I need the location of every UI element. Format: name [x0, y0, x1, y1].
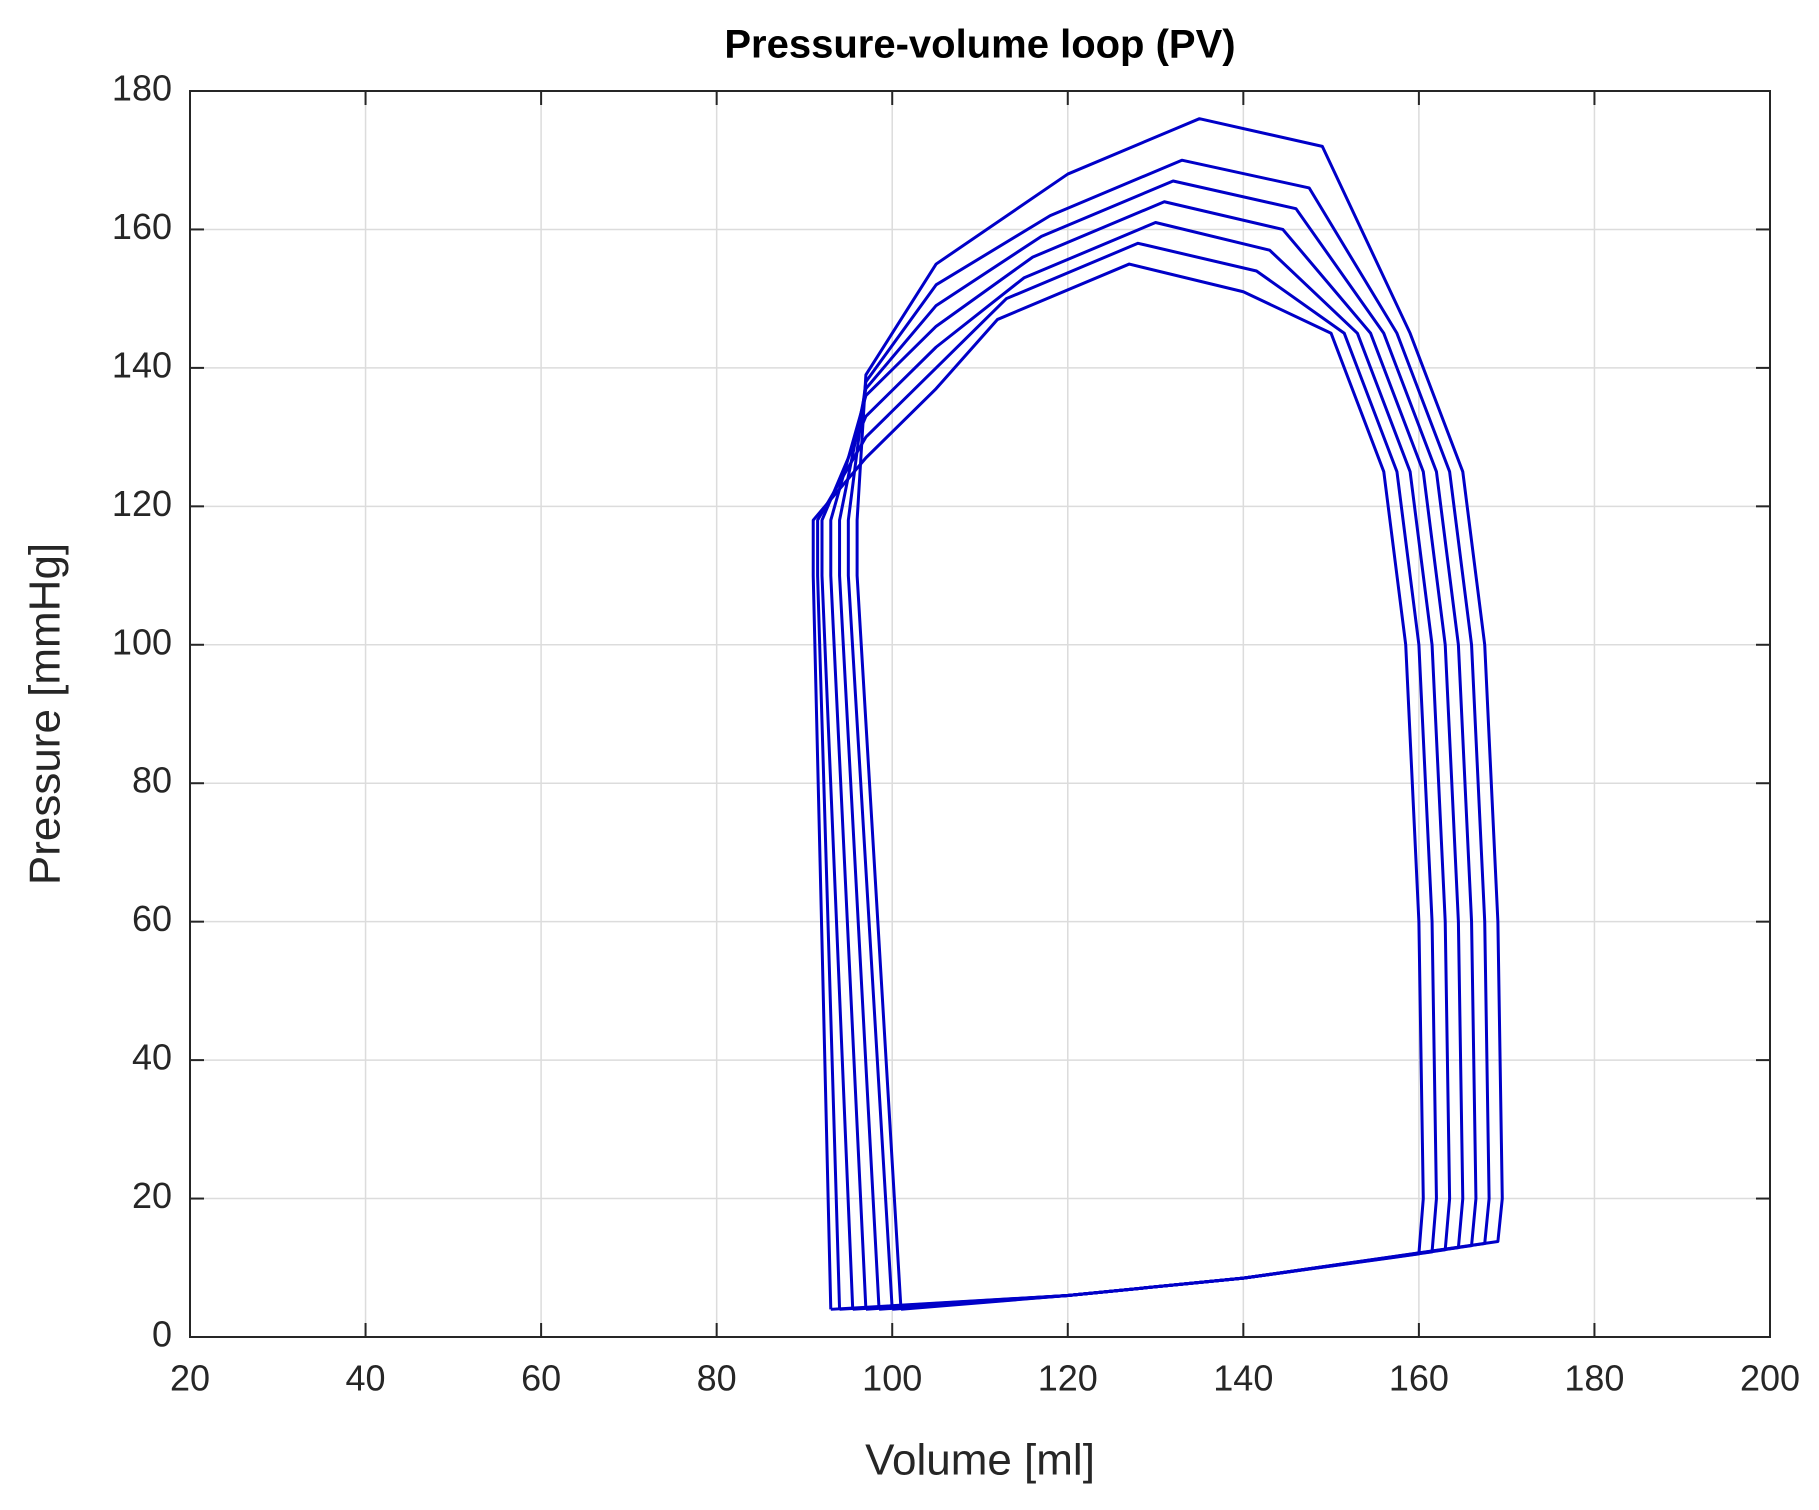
y-tick-label: 180 [112, 68, 172, 109]
y-tick-label: 100 [112, 621, 172, 662]
y-tick-label: 80 [132, 760, 172, 801]
plot-area [190, 91, 1770, 1337]
y-tick-label: 40 [132, 1037, 172, 1078]
pv-loop [855, 117, 1504, 1311]
y-axis-label: Pressure [mmHg] [21, 543, 70, 885]
axes-box [189, 90, 1771, 1338]
y-tick-label: 140 [112, 344, 172, 385]
x-tick-label: 200 [1740, 1358, 1800, 1399]
chart-title: Pressure-volume loop (PV) [724, 23, 1235, 67]
y-tick-label: 20 [132, 1175, 172, 1216]
x-tick-label: 80 [697, 1358, 737, 1399]
y-tick-label: 120 [112, 483, 172, 524]
x-tick-label: 60 [521, 1358, 561, 1399]
y-tick-label: 160 [112, 206, 172, 247]
x-tick-label: 140 [1213, 1358, 1273, 1399]
x-tick-label: 100 [862, 1358, 922, 1399]
x-axis-label: Volume [ml] [865, 1436, 1095, 1485]
x-tick-label: 160 [1389, 1358, 1449, 1399]
y-tick-label: 0 [152, 1314, 172, 1355]
x-tick-label: 40 [346, 1358, 386, 1399]
x-tick-label: 180 [1564, 1358, 1624, 1399]
x-tick-label: 120 [1038, 1358, 1098, 1399]
y-tick-label: 60 [132, 898, 172, 939]
x-tick-label: 20 [170, 1358, 210, 1399]
